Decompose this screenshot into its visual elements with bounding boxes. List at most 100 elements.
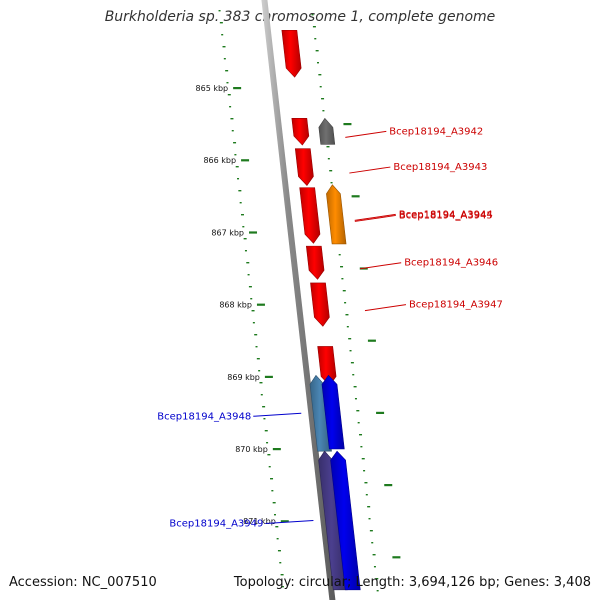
inner-scale-dot: [258, 370, 261, 372]
gene-features: [281, 29, 361, 591]
inner-scale-dot: [264, 430, 268, 432]
outer-scale-dot: [322, 110, 325, 112]
tick-label: 867 kbp: [211, 228, 244, 237]
outer-scale-dot: [326, 146, 330, 148]
inner-scale-dot: [271, 490, 274, 492]
gene-feature-bcep18194-a3944[interactable]: [326, 184, 347, 245]
leader-line: [364, 304, 407, 312]
outer-scale-dot: [368, 518, 371, 520]
outer-scale-dot: [350, 362, 354, 364]
inner-scale-dot: [259, 382, 263, 384]
outer-scale-dot: [356, 410, 360, 412]
gene-feature-unlabeled[interactable]: [330, 450, 361, 591]
outer-scale-dot: [319, 86, 322, 88]
outer-scale-dot: [357, 422, 360, 424]
gene-label[interactable]: Bcep18194_A3946: [404, 258, 498, 269]
map-title: Burkholderia sp. 383 chromosome 1, compl…: [104, 9, 496, 25]
inner-scale-dot: [237, 178, 240, 180]
inner-scale-dot: [281, 586, 284, 588]
outer-scale-dot: [360, 446, 363, 448]
scale-ticks: 865 kbp 866 kbp 867 kbp 868 kbp 869 kbp 870 k…: [196, 10, 401, 592]
leader-line: [253, 412, 302, 417]
leader-line: [360, 262, 402, 270]
leader-line: [345, 130, 387, 138]
inner-scale-dot: [222, 46, 226, 48]
gene-feature-unlabeled[interactable]: [291, 118, 310, 146]
gene-label[interactable]: Bcep18194_A3947: [409, 300, 503, 311]
major-tick-inner: [280, 520, 289, 523]
inner-scale-dot: [267, 454, 271, 456]
outer-scale-dot: [369, 530, 373, 532]
outer-scale-dot: [312, 26, 316, 28]
tick-label: 870 kbp: [235, 445, 268, 454]
inner-scale-dot: [233, 142, 237, 144]
inner-scale-dot: [226, 82, 229, 84]
inner-scale-dot: [231, 130, 234, 132]
gene-label[interactable]: Bcep18194_A3949: [169, 518, 263, 529]
inner-scale-dot: [279, 562, 282, 564]
gene-feature-bcep18194-a3946[interactable]: [305, 245, 325, 280]
inner-scale-dot: [239, 202, 242, 204]
inner-scale-dot: [262, 406, 266, 408]
inner-scale-dot: [235, 166, 239, 168]
gene-label[interactable]: Bcep18194_A3943: [393, 162, 487, 173]
inner-scale-dot: [247, 274, 250, 276]
major-tick-outer: [367, 339, 376, 342]
gene-feature-unlabeled[interactable]: [321, 374, 345, 450]
leader-line: [349, 166, 391, 174]
outer-scale-dot: [364, 482, 368, 484]
inner-scale-dot: [230, 118, 234, 120]
outer-scale-dot: [353, 386, 357, 388]
inner-scale-dot: [270, 478, 274, 480]
gene-feature-bcep18194-a3947[interactable]: [310, 282, 330, 327]
tick-label: 869 kbp: [227, 373, 260, 382]
gene-feature-bcep18194-a3945[interactable]: [299, 187, 321, 244]
outer-scale-dot: [359, 434, 363, 436]
outer-scale-dot: [340, 266, 344, 268]
tick-label: 871 kbp: [243, 517, 276, 526]
gene-feature-bcep18194-a3943[interactable]: [294, 148, 314, 186]
outer-scale-dot: [346, 326, 349, 328]
inner-scale-dot: [268, 466, 271, 468]
inner-scale-dot: [221, 34, 224, 36]
inner-scale-dot: [260, 394, 263, 396]
major-tick-inner: [233, 87, 242, 90]
major-tick-outer: [376, 411, 385, 414]
outer-scale-dot: [348, 338, 352, 340]
gene-label[interactable]: Bcep18194_A3945: [399, 210, 493, 221]
major-tick-outer: [343, 123, 352, 126]
inner-scale-dot: [266, 442, 269, 444]
outer-scale-dot: [316, 62, 319, 64]
inner-scale-dot: [240, 214, 244, 216]
outer-scale-dot: [321, 98, 325, 100]
gene-feature-bcep18194-a3942[interactable]: [318, 117, 336, 145]
outer-scale-dot: [363, 470, 366, 472]
chromosome-backbone: [261, 0, 336, 600]
inner-scale-dot: [273, 514, 276, 516]
outer-scale-dot: [365, 494, 368, 496]
inner-scale-dot: [276, 538, 279, 540]
outer-scale-dot: [315, 50, 319, 52]
major-tick-inner: [241, 159, 250, 162]
backbone-layer: [261, 0, 336, 600]
gene-feature-unlabeled[interactable]: [281, 29, 302, 78]
major-tick-outer: [384, 484, 393, 487]
inner-scale-dot: [244, 250, 247, 252]
gene-label[interactable]: Bcep18194_A3944: [399, 209, 493, 220]
gene-label[interactable]: Bcep18194_A3942: [389, 126, 483, 137]
inner-scale-dot: [227, 94, 231, 96]
inner-scale-dot: [225, 70, 229, 72]
inner-scale-dot: [234, 154, 237, 156]
major-tick-inner: [249, 231, 258, 234]
outer-scale-dot: [329, 170, 333, 172]
outer-scale-dot: [341, 278, 344, 280]
inner-scale-dot: [251, 310, 255, 312]
outer-scale-dot: [349, 350, 352, 352]
major-tick-outer: [351, 195, 360, 198]
outer-scale-dot: [311, 14, 314, 16]
inner-scale-dot: [275, 526, 279, 528]
inner-scale-dot: [243, 238, 247, 240]
leader-line: [265, 519, 314, 524]
gene-label[interactable]: Bcep18194_A3948: [157, 411, 251, 422]
